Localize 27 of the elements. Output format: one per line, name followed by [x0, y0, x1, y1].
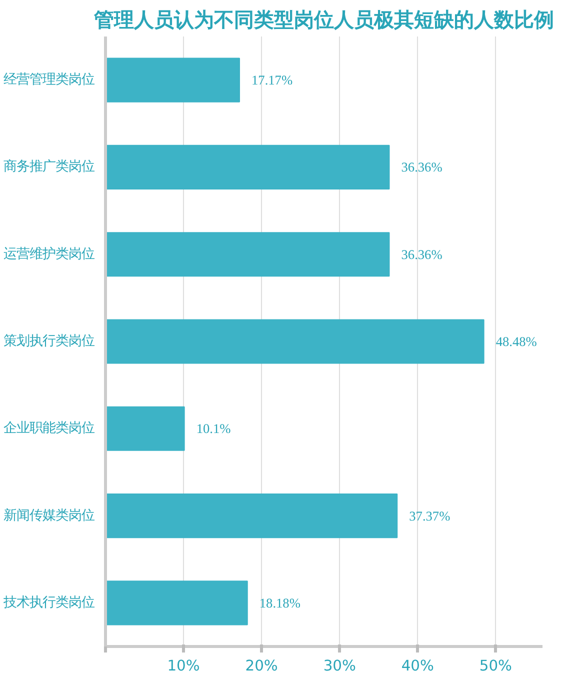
- data-label: 17.17%: [251, 72, 293, 88]
- y-tick-label: 商务推广类岗位: [4, 160, 94, 175]
- chart-title: 管理人员认为不同类型岗位人员极其短缺的人数比例: [93, 8, 554, 32]
- x-tick-label: 40%: [401, 658, 434, 674]
- bar: [106, 494, 398, 538]
- bar: [106, 144, 390, 190]
- bar: [106, 580, 248, 626]
- x-tick-label: 30%: [323, 658, 356, 674]
- y-tick-label: 运营维护类岗位: [4, 246, 94, 262]
- y-tick-label: 技术执行类岗位: [2, 595, 94, 610]
- bar: [106, 406, 185, 451]
- data-label: 36.36%: [401, 246, 442, 262]
- x-tick-label: 50%: [479, 658, 512, 674]
- data-label: 37.37%: [409, 508, 450, 524]
- bar: [106, 232, 390, 277]
- y-tick-label: 经营管理类岗位: [4, 72, 94, 88]
- y-tick-label: 新闻传媒类岗位: [4, 508, 94, 524]
- data-label: 18.18%: [259, 595, 300, 610]
- x-tick-label: 20%: [245, 658, 278, 674]
- bar: [106, 319, 484, 364]
- y-tick-label: 企业职能类岗位: [4, 421, 94, 436]
- x-tick-label: 10%: [167, 658, 200, 674]
- data-label: 36.36%: [401, 160, 442, 175]
- data-label: 10.1%: [196, 421, 231, 436]
- y-tick-label: 策划执行类岗位: [4, 334, 94, 349]
- bar: [106, 58, 240, 102]
- data-label: 48.48%: [496, 334, 537, 349]
